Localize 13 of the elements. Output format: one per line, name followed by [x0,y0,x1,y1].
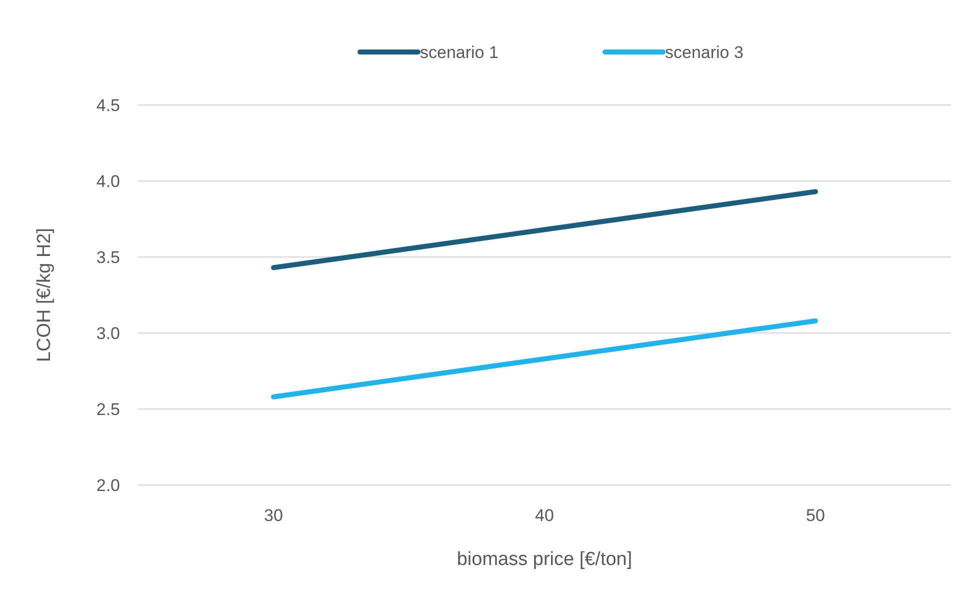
y-tick-label: 3.5 [96,248,120,267]
legend-label: scenario 3 [665,42,744,62]
y-tick-label: 2.0 [96,476,120,495]
x-axis-title: biomass price [€/ton] [456,549,632,570]
x-tick-label: 30 [264,506,283,525]
y-tick-label: 3.0 [96,324,120,343]
y-axis-title: LCOH [€/kg H2] [34,228,55,362]
y-tick-label: 4.5 [96,96,120,115]
y-tick-label: 2.5 [96,400,120,419]
x-tick-label: 40 [535,506,554,525]
x-tick-label: 50 [806,506,825,525]
legend-label: scenario 1 [420,42,498,62]
y-tick-label: 4.0 [96,172,120,191]
